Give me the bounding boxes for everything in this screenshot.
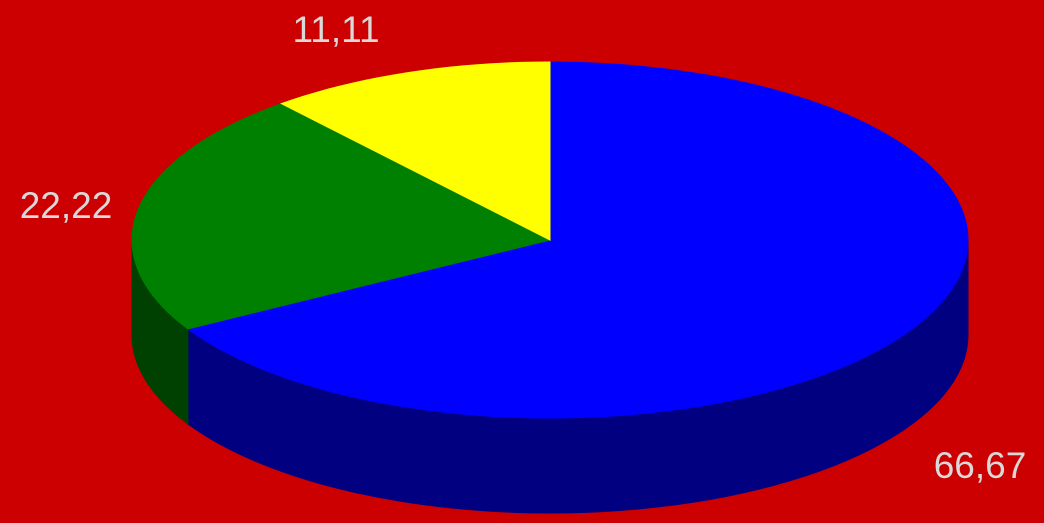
data-label-0: 66,67	[934, 445, 1027, 486]
pie-top-faces	[131, 61, 969, 419]
data-label-1: 22,22	[20, 185, 113, 226]
pie-slice-0	[186, 61, 969, 419]
data-label-2: 11,11	[292, 9, 379, 50]
pie-slice-1	[131, 103, 552, 330]
pie-labels: 66,67 22,22 11,11	[20, 9, 1027, 486]
pie-slice-2	[280, 61, 551, 241]
